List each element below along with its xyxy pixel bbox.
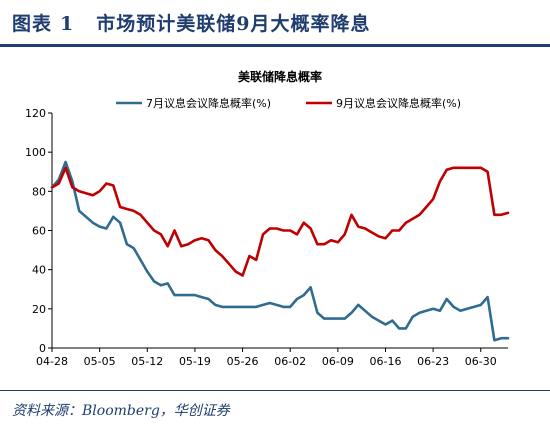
source-note: 资料来源：Bloomberg，华创证券 xyxy=(12,403,230,419)
y-tick-label: 0 xyxy=(39,342,46,355)
figure-number: 1 xyxy=(60,13,75,35)
x-tick-label: 06-16 xyxy=(370,355,402,368)
y-tick-label: 20 xyxy=(32,303,46,316)
legend: 7月议息会议降息概率(%) 9月议息会议降息概率(%) xyxy=(116,96,461,110)
legend-label-1: 7月议息会议降息概率(%) xyxy=(146,96,271,110)
chart-title: 美联储降息概率 xyxy=(238,69,322,84)
x-tick-label: 04-28 xyxy=(36,355,68,368)
header-rule xyxy=(0,44,550,47)
x-tick-label: 05-26 xyxy=(227,355,259,368)
y-tick-label: 60 xyxy=(32,225,46,238)
figure-label: 图表 xyxy=(12,13,53,35)
x-tick-label: 05-19 xyxy=(179,355,211,368)
figure-title: 图表 1 市场预计美联储9月大概率降息 xyxy=(12,9,370,36)
y-tick-label: 120 xyxy=(25,107,46,120)
x-tick-label: 06-23 xyxy=(417,355,449,368)
y-tick-label: 40 xyxy=(32,264,46,277)
series-lines xyxy=(50,160,510,342)
footer-rule xyxy=(0,390,550,391)
series-line-2 xyxy=(50,166,510,277)
x-tick-label: 05-12 xyxy=(131,355,163,368)
figure-header: 图表 1 市场预计美联储9月大概率降息 xyxy=(0,0,550,44)
x-tick-label: 06-09 xyxy=(322,355,354,368)
y-tick-label: 100 xyxy=(25,146,46,159)
x-tick-label: 06-02 xyxy=(274,355,306,368)
axes: 0 20 40 60 80 100 120 04-28 05-05 05-12 05-19 05-26… xyxy=(25,107,508,368)
y-tick-label: 80 xyxy=(32,185,46,198)
series-line-1 xyxy=(50,160,510,342)
x-tick-label: 06-30 xyxy=(465,355,497,368)
line-chart: 美联储降息概率 7月议息会议降息概率(%) 9月议息会议降息概率(%) 0 20 40… xyxy=(25,69,510,368)
figure-title-text: 市场预计美联储9月大概率降息 xyxy=(96,13,371,35)
legend-label-2: 9月议息会议降息概率(%) xyxy=(336,96,461,110)
x-tick-label: 05-05 xyxy=(84,355,116,368)
